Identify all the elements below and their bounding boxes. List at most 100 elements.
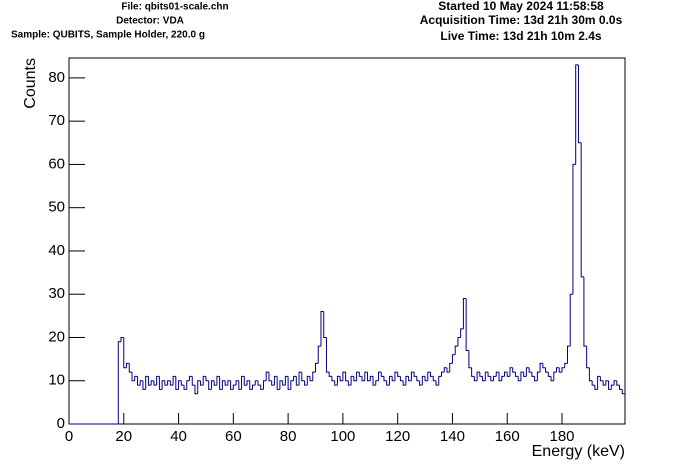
bin	[287, 376, 291, 390]
bin	[219, 376, 223, 390]
bin	[117, 341, 122, 424]
bin	[312, 371, 316, 381]
bin	[126, 362, 130, 368]
bin	[317, 345, 321, 364]
bin	[169, 380, 174, 386]
bin	[419, 380, 423, 386]
bin	[558, 367, 563, 373]
bin	[180, 380, 185, 386]
x-tick-label: 120	[385, 428, 410, 445]
bin	[446, 367, 450, 373]
bin	[602, 380, 606, 386]
bin	[399, 376, 404, 382]
bin	[194, 385, 198, 395]
bin	[227, 380, 231, 386]
bin	[136, 376, 141, 386]
bin	[328, 372, 332, 377]
bin	[435, 380, 439, 386]
bin	[495, 371, 500, 377]
bin	[432, 376, 437, 382]
bin	[451, 354, 456, 364]
frame	[68, 57, 626, 425]
bin	[536, 371, 541, 381]
bin	[566, 345, 571, 364]
bin	[397, 372, 401, 377]
y-tick-label: 20	[48, 328, 65, 345]
bin	[506, 372, 510, 377]
bin	[257, 380, 261, 386]
x-tick-label: 80	[280, 428, 297, 445]
x-tick-label: 0	[65, 428, 73, 445]
bin	[271, 380, 275, 386]
bin	[210, 380, 215, 390]
bin	[369, 375, 374, 381]
bin	[514, 372, 519, 377]
bin	[405, 375, 409, 386]
bin	[131, 372, 135, 382]
bin	[621, 389, 625, 395]
bin	[260, 385, 264, 390]
bin	[610, 384, 615, 390]
bin	[577, 64, 582, 144]
bin	[128, 363, 132, 373]
bin	[249, 380, 253, 390]
bin	[342, 371, 346, 381]
bin	[331, 376, 335, 382]
bin	[323, 311, 327, 338]
bin	[241, 375, 245, 390]
bin	[293, 375, 297, 381]
x-tick-label: 40	[170, 428, 187, 445]
bin	[542, 363, 546, 369]
bin	[517, 376, 521, 382]
y-tick-label: 10	[48, 372, 65, 389]
bin	[564, 362, 568, 368]
bin	[402, 380, 406, 386]
bin	[238, 380, 242, 390]
x-tick-label: 100	[330, 428, 355, 445]
bin	[178, 380, 182, 390]
bin	[243, 376, 248, 386]
bin	[164, 380, 168, 386]
bin	[430, 372, 434, 377]
bin	[224, 380, 228, 386]
bin	[547, 372, 552, 377]
bin	[232, 384, 237, 390]
bin	[408, 376, 412, 382]
bin	[608, 380, 612, 390]
bin	[490, 376, 494, 382]
bin	[156, 375, 160, 386]
bin	[460, 328, 464, 338]
bin	[482, 376, 486, 382]
y-tick-label: 50	[48, 199, 65, 216]
bin	[380, 372, 384, 377]
bin	[334, 380, 338, 386]
x-axis-label: Energy (keV)	[532, 443, 625, 460]
bin	[619, 385, 623, 390]
bin	[391, 376, 395, 382]
x-tick-label: 180	[549, 428, 574, 445]
info-sample: Sample: QUBITS, Sample Holder, 220.0 g	[11, 30, 205, 41]
y-tick-label: 40	[48, 242, 65, 259]
bin	[597, 375, 601, 390]
bin	[523, 372, 527, 377]
bin	[594, 385, 598, 390]
bin	[216, 375, 220, 386]
bin	[213, 380, 217, 386]
x-tick-label: 160	[495, 428, 520, 445]
y-tick-label: 70	[48, 112, 65, 129]
bin	[438, 375, 442, 386]
bin	[545, 367, 549, 373]
bin	[561, 367, 565, 373]
bin	[427, 371, 431, 381]
bin	[279, 380, 283, 390]
info-detector: Detector: VDA	[116, 16, 184, 27]
bin	[394, 371, 398, 381]
bin	[556, 367, 560, 373]
bin	[487, 372, 491, 377]
bin	[153, 380, 157, 386]
bin	[284, 375, 289, 386]
bin	[189, 375, 193, 381]
bin	[158, 376, 163, 390]
x-tick-label: 60	[225, 428, 242, 445]
bin	[282, 380, 286, 386]
